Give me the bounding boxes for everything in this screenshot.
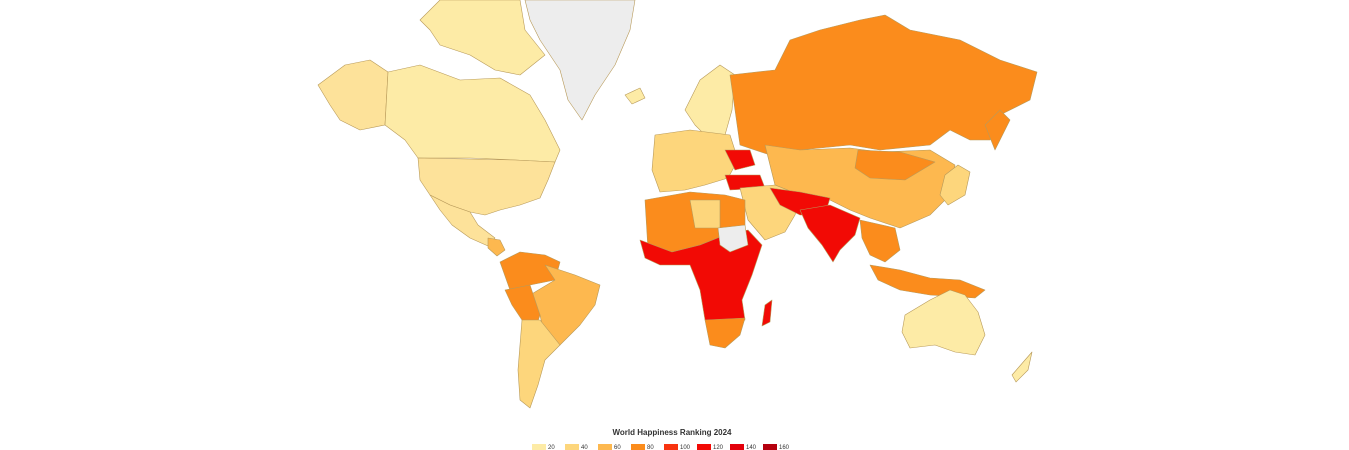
legend-label: 140 (746, 445, 757, 450)
greenland (524, 0, 636, 121)
alaska (317, 59, 389, 131)
libya (689, 199, 721, 229)
indonesia-philippines (869, 264, 986, 299)
legend-label: 20 (548, 445, 555, 450)
kamchatka (984, 109, 1011, 151)
legend-swatch (598, 444, 612, 450)
scandinavia (684, 64, 736, 136)
canada (384, 64, 561, 163)
india (799, 204, 861, 263)
madagascar (761, 299, 773, 327)
legend-swatch (664, 444, 678, 450)
southern-africa (704, 317, 746, 349)
ukraine (724, 149, 756, 171)
legend-swatch (532, 444, 546, 450)
iceland (624, 87, 646, 105)
legend-label: 160 (779, 445, 790, 450)
legend-label: 80 (647, 445, 654, 450)
argentina-chile (517, 319, 561, 409)
southeast-asia (859, 219, 901, 263)
legend-swatch (763, 444, 777, 450)
legend-label: 120 (713, 445, 724, 450)
japan-korea (939, 164, 971, 206)
legend-label: 60 (614, 445, 621, 450)
countries (317, 0, 1038, 409)
legend-swatch (697, 444, 711, 450)
legend-label: 40 (581, 445, 588, 450)
new-zealand (1011, 351, 1033, 383)
legend-swatch (730, 444, 744, 450)
australia (901, 289, 986, 356)
legend-swatch (565, 444, 579, 450)
legend-swatch (631, 444, 645, 450)
legend-label: 100 (680, 445, 691, 450)
sudan-ethiopia (717, 224, 749, 253)
west-central-africa (639, 229, 763, 331)
canada-islands (419, 0, 546, 76)
legend-title: World Happiness Ranking 2024 (613, 428, 733, 437)
central-america (487, 237, 506, 257)
mongolia (854, 149, 936, 181)
western-europe (651, 129, 739, 193)
legend: 20 40 60 80 100 120 140 160 (532, 444, 790, 450)
